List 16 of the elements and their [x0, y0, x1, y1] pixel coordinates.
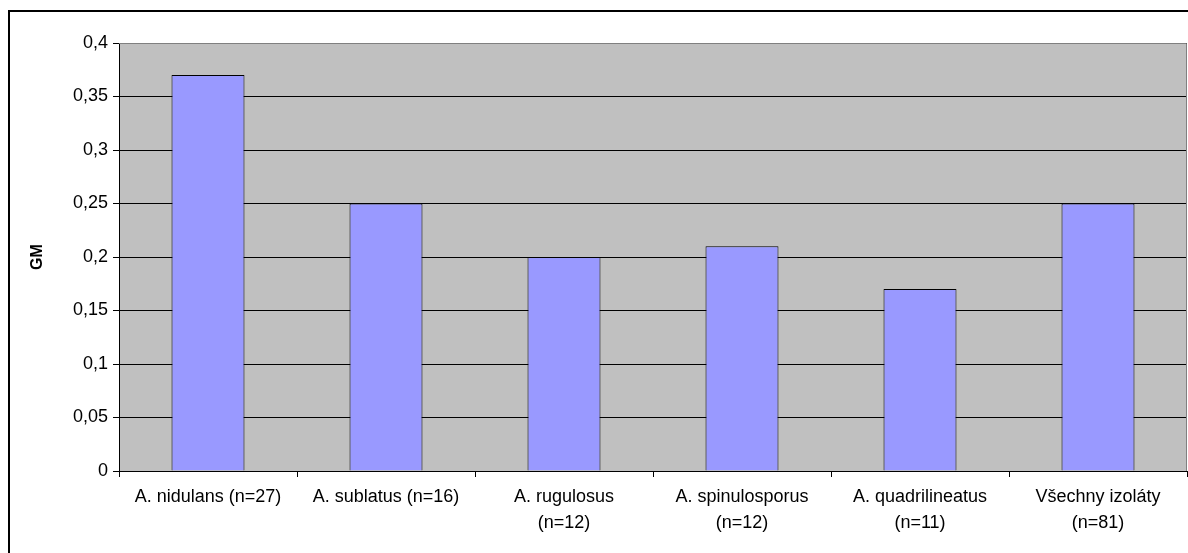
y-tick-label: 0: [97, 459, 108, 480]
y-tick-label: 0,2: [82, 245, 108, 266]
y-tick-label: 0,15: [72, 299, 108, 320]
x-tick-label: A. spinulosporus (n=12): [675, 486, 809, 533]
y-tick-label: 0,35: [72, 85, 108, 106]
y-tick-label: 0,3: [82, 138, 108, 159]
y-tick-label: 0,25: [72, 192, 108, 213]
x-tick-label: A. rugulosus (n=12): [513, 486, 615, 533]
x-tick-label: Všechny izoláty (n=81): [1035, 486, 1161, 533]
y-axis-title: GM: [28, 244, 46, 270]
x-tick-label: A. quadrilineatus (n=11): [852, 486, 988, 533]
y-tick-label: 0,4: [82, 31, 108, 52]
x-tick-label: A. nidulans (n=27): [134, 486, 282, 507]
x-tick-label: A. sublatus (n=16): [312, 486, 460, 507]
y-tick-label: 0,05: [72, 406, 108, 427]
y-tick-label: 0,1: [82, 352, 108, 373]
